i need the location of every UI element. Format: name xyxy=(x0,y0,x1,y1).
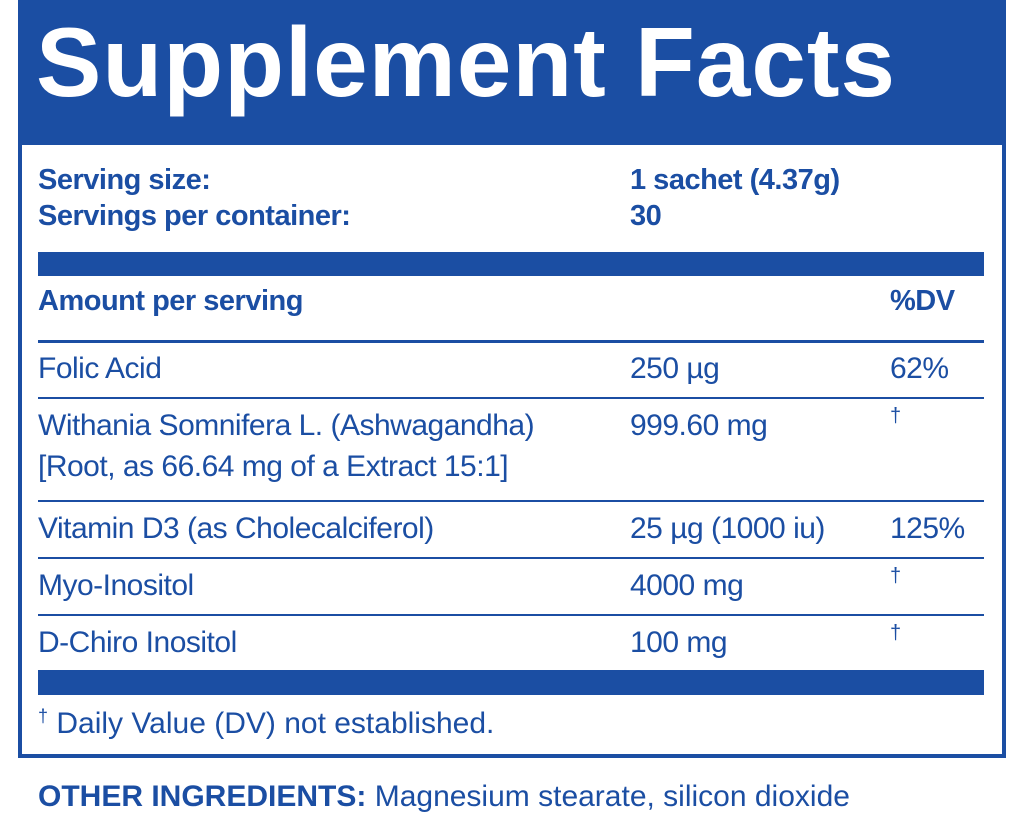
serving-label: Servings per container: xyxy=(38,200,351,232)
footnote: † Daily Value (DV) not established. xyxy=(38,706,494,741)
label-border xyxy=(18,0,1006,758)
thick-rule xyxy=(38,252,984,276)
ingredient-name: D-Chiro Inositol xyxy=(38,626,237,659)
ingredient-amount: 100 mg xyxy=(630,626,728,659)
rule xyxy=(38,500,984,502)
other-ingredients: OTHER INGREDIENTS: Magnesium stearate, s… xyxy=(38,780,850,814)
rule xyxy=(38,340,984,343)
ingredient-name: Myo-Inositol xyxy=(38,569,194,602)
ingredient-dv: 125% xyxy=(890,512,965,545)
other-text: Magnesium stearate, silicon dioxide xyxy=(374,780,850,813)
ingredient-dv: † xyxy=(890,622,902,644)
rule xyxy=(38,397,984,399)
ingredient-amount: 999.60 mg xyxy=(630,409,768,442)
rule xyxy=(38,614,984,616)
column-header: Amount per serving xyxy=(38,285,303,317)
serving-value: 1 sachet (4.37g) xyxy=(630,164,840,196)
ingredient-name: Withania Somnifera L. (Ashwagandha) xyxy=(38,409,535,442)
title: Supplement Facts xyxy=(36,7,897,117)
serving-label: Serving size: xyxy=(38,164,211,196)
ingredient-dv: † xyxy=(890,405,902,427)
ingredient-dv: 62% xyxy=(890,352,949,385)
ingredient-amount: 25 µg (1000 iu) xyxy=(630,512,825,545)
title-band xyxy=(18,0,1006,145)
ingredient-name: Vitamin D3 (as Cholecalciferol) xyxy=(38,512,434,545)
ingredient-detail: [Root, as 66.64 mg of a Extract 15:1] xyxy=(38,450,509,483)
ingredient-name: Folic Acid xyxy=(38,352,162,385)
ingredient-dv: † xyxy=(890,565,902,587)
serving-value: 30 xyxy=(630,200,662,232)
rule xyxy=(38,557,984,559)
other-label: OTHER INGREDIENTS: xyxy=(38,780,367,813)
footnote-text: Daily Value (DV) not established. xyxy=(56,707,495,740)
footnote-symbol: † xyxy=(38,706,49,726)
ingredient-amount: 250 µg xyxy=(630,352,720,385)
ingredient-amount: 4000 mg xyxy=(630,569,744,602)
thick-rule xyxy=(38,670,984,695)
column-header: %DV xyxy=(890,285,955,317)
